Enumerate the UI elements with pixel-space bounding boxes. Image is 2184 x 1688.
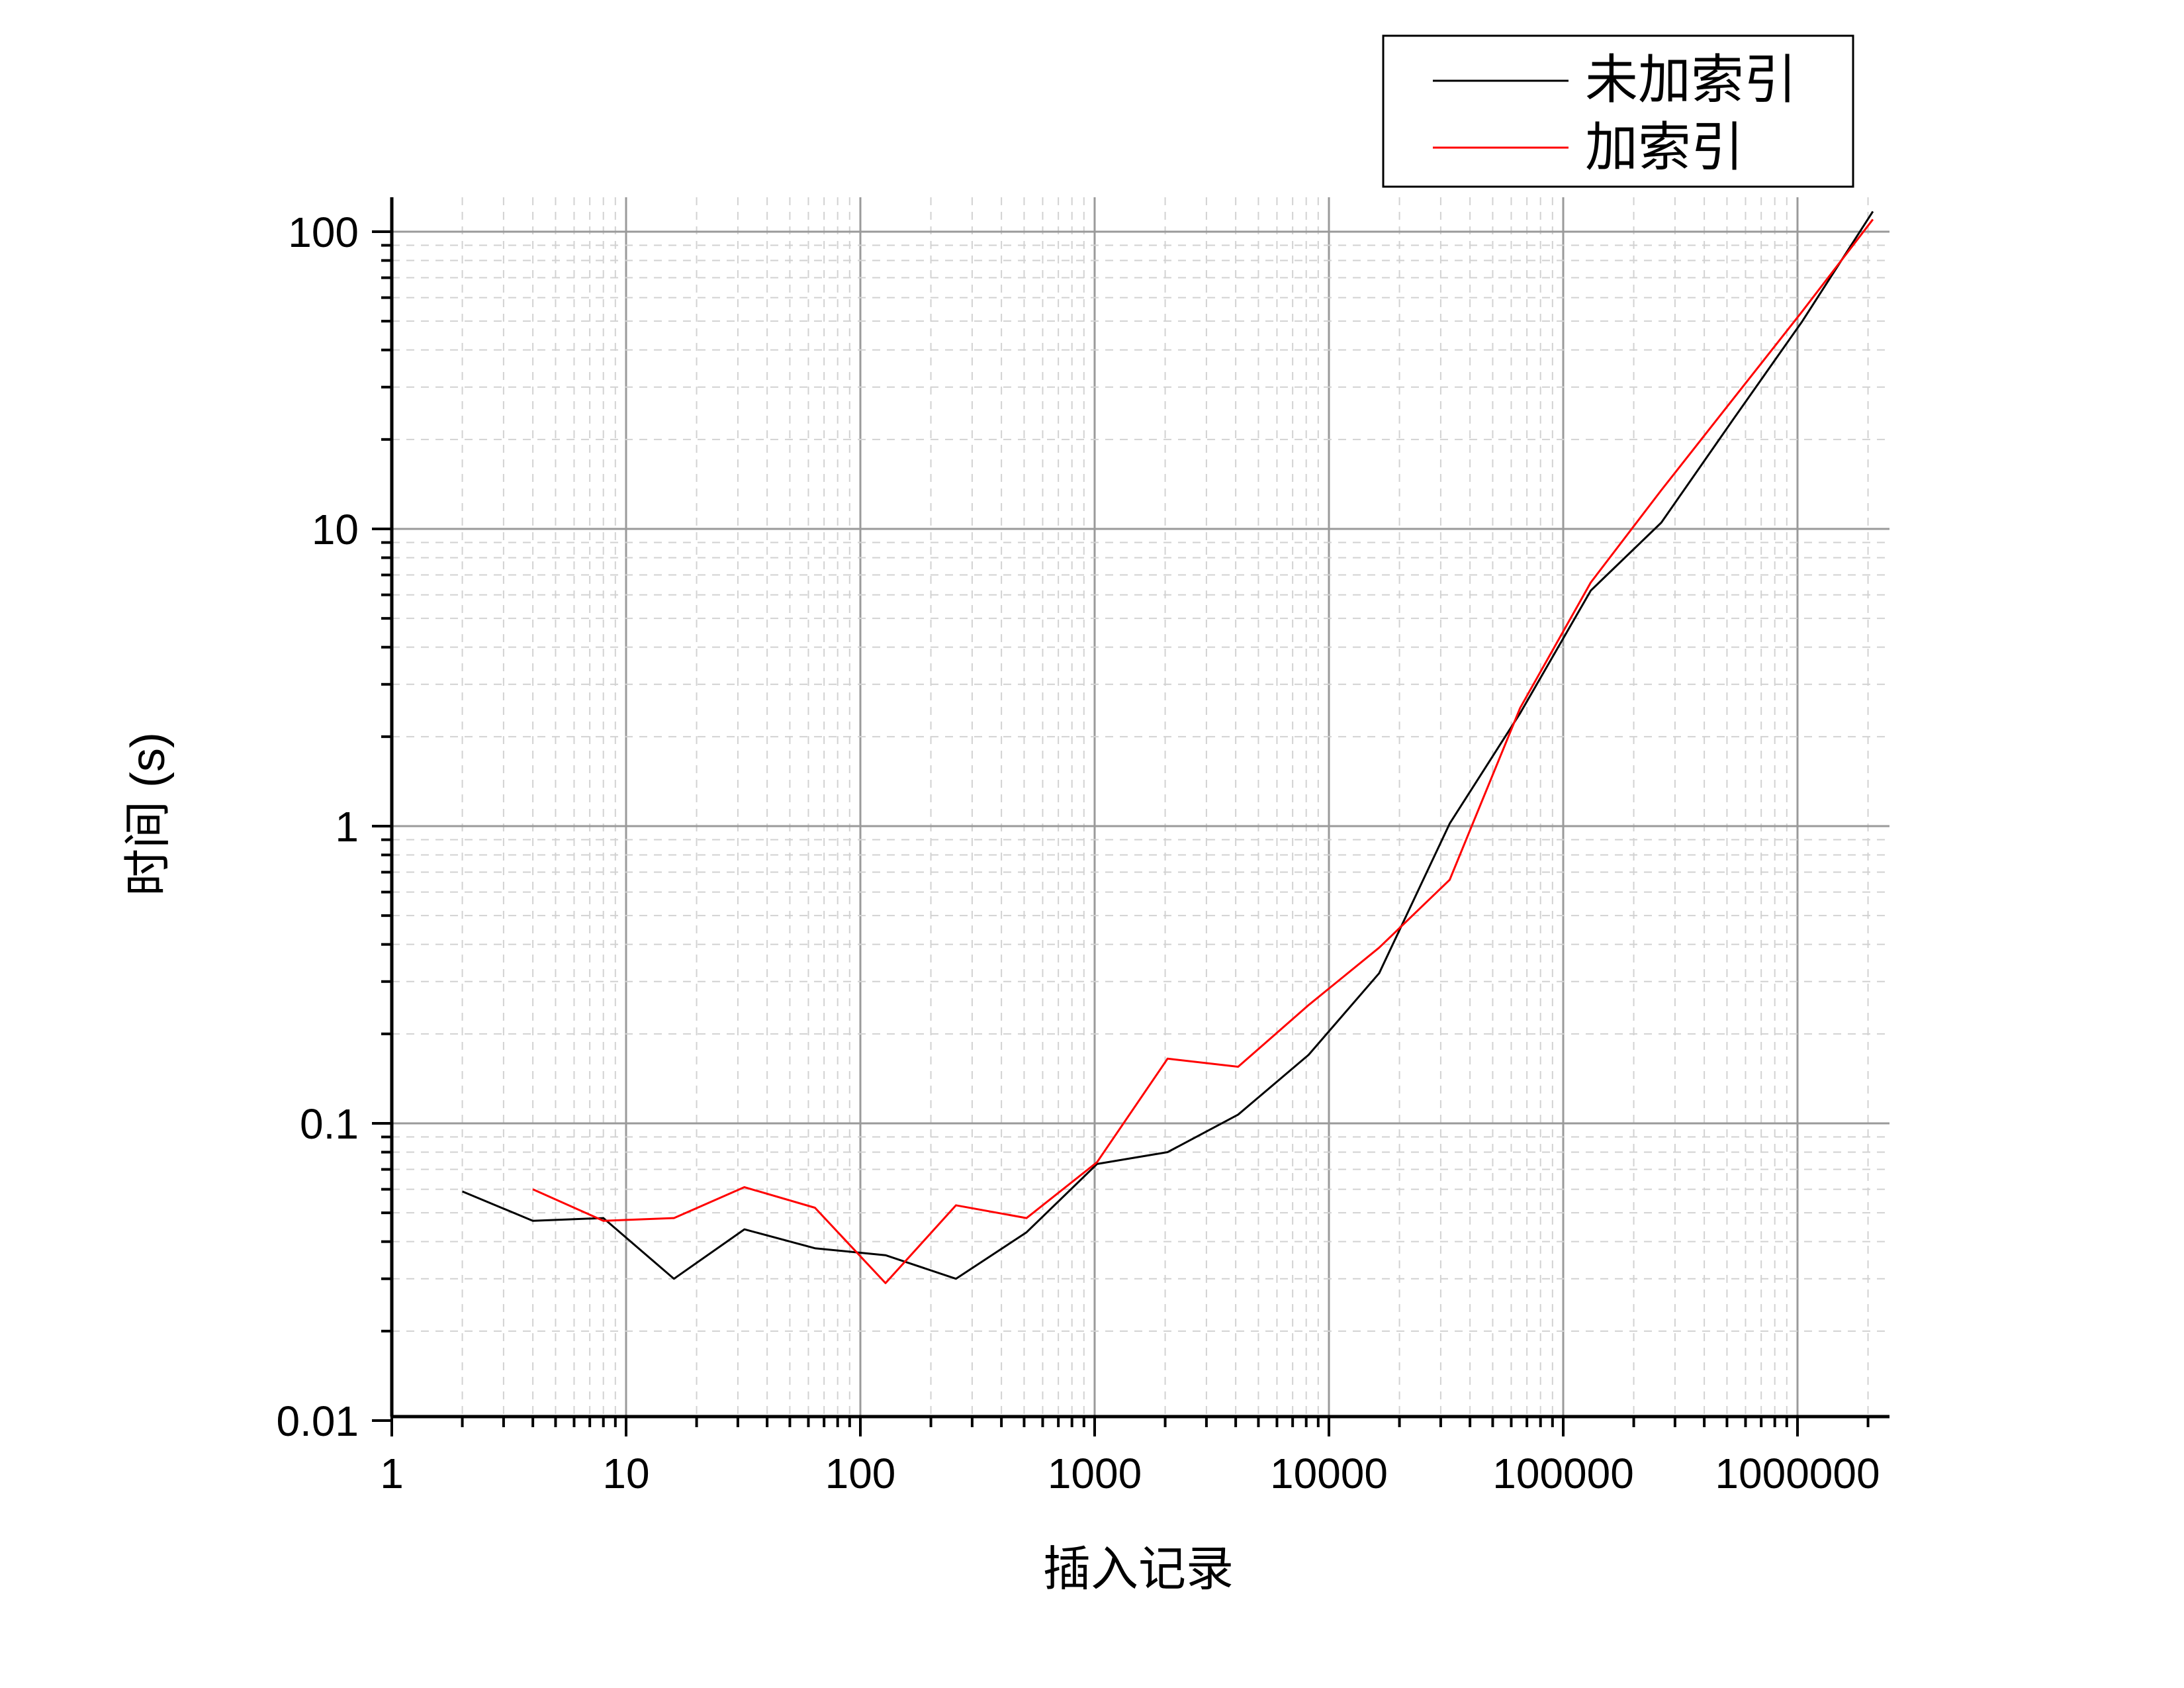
y-tick-label: 1 bbox=[335, 803, 359, 851]
x-tick-label: 10 bbox=[602, 1450, 649, 1497]
y-tick-label: 10 bbox=[312, 506, 359, 553]
grid bbox=[392, 197, 1889, 1417]
axes bbox=[390, 197, 1889, 1419]
legend-label-0: 未加索引 bbox=[1585, 50, 1797, 109]
series-group bbox=[462, 211, 1874, 1284]
y-tick-label: 0.1 bbox=[300, 1100, 359, 1148]
legend: 未加索引 加索引 bbox=[1382, 34, 1854, 188]
y-tick-label: 0.01 bbox=[276, 1397, 359, 1445]
legend-label-1: 加索引 bbox=[1585, 118, 1744, 177]
x-tick-label: 1 bbox=[380, 1450, 404, 1497]
x-tick-label: 10000 bbox=[1270, 1450, 1388, 1497]
x-tick-label: 1000 bbox=[1048, 1450, 1142, 1497]
x-tick-label: 100 bbox=[825, 1450, 896, 1497]
x-tick-label: 100000 bbox=[1492, 1450, 1634, 1497]
ticks: 1 10 100 1000 10000 100000 1000000 0.01 0.1 1 10 10… bbox=[276, 209, 1880, 1497]
series-line-0 bbox=[462, 211, 1874, 1280]
series-line-1 bbox=[532, 218, 1874, 1284]
legend-box bbox=[1382, 34, 1854, 188]
x-axis-title: 插入记录 bbox=[1043, 1543, 1234, 1596]
y-axis-title: 时间 (s) bbox=[122, 732, 175, 896]
x-tick-label: 1000000 bbox=[1715, 1450, 1880, 1497]
y-tick-label: 100 bbox=[288, 209, 359, 256]
